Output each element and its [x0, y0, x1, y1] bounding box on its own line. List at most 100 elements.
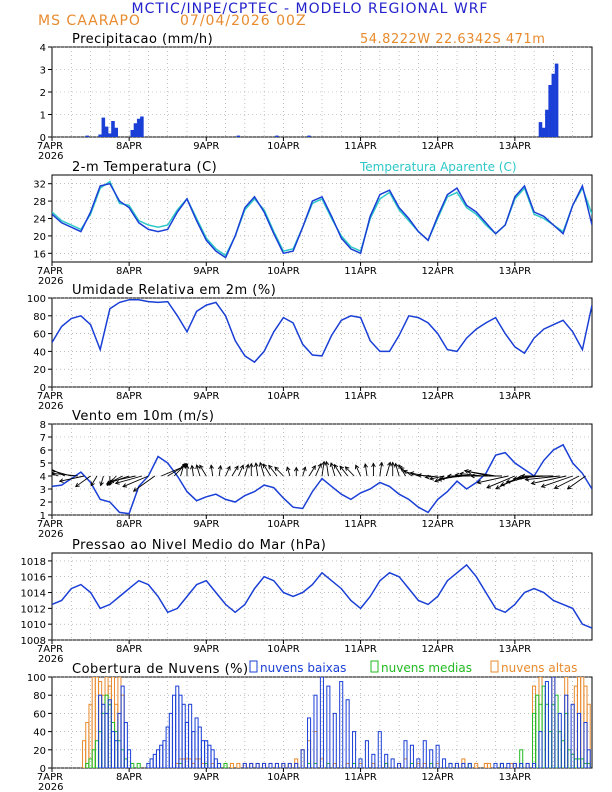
wind-vector — [345, 466, 355, 477]
clouds-bar — [91, 749, 96, 768]
precip-bar — [111, 121, 115, 137]
clouds-bar — [557, 712, 562, 768]
wind-vector — [525, 475, 560, 481]
clouds-bar — [191, 731, 196, 768]
clouds-bar — [268, 762, 273, 768]
wind-vector-head — [274, 466, 279, 472]
pressure-ytick-label: 1010 — [21, 620, 46, 631]
wind-vector — [339, 465, 349, 477]
wind-xtick-label: 11APR — [344, 519, 377, 530]
header-title: MCTIC/INPE/CPTEC - MODELO REGIONAL WRF — [132, 1, 489, 17]
header-coordinates: 54.8222W 22.6342S 471m — [360, 32, 545, 47]
wind-vector-head — [293, 466, 299, 472]
precip-xtick-label: 7APR — [37, 141, 63, 152]
wind-vector — [115, 475, 143, 484]
clouds-legend-label: nuvens medias — [381, 661, 472, 675]
wind-vector-head — [285, 466, 291, 472]
precip-bar — [136, 118, 141, 137]
wind-vector-head — [416, 473, 422, 478]
humidity-xtick-label: 9APR — [193, 391, 219, 402]
pressure-xtick-label: 12APR — [421, 644, 454, 655]
wind-vector-head — [245, 463, 250, 469]
pressure-title: Pressao ao Nivel Medio do Mar (hPa) — [72, 538, 326, 553]
wind-vector — [225, 466, 231, 477]
wind-vector-head — [434, 478, 440, 483]
clouds-bar — [149, 758, 154, 768]
clouds-bar — [175, 685, 180, 768]
wind-vector-head — [524, 477, 530, 482]
precip-ytick-label: 4 — [40, 43, 46, 54]
wind-vector-head — [195, 464, 200, 470]
wind-vector — [52, 473, 59, 477]
clouds-bar — [580, 758, 585, 768]
wind-vector-head — [90, 481, 95, 487]
wind-vector-head — [355, 464, 360, 470]
clouds-bar — [493, 762, 498, 768]
wind-vector-head — [248, 462, 254, 468]
clouds-bar — [262, 762, 267, 768]
humidity-panel: 0 20 40 60 80 100 7APR 8APR 9APR 10APR 11APR 12APR 1… — [27, 283, 593, 412]
precip-ytick-label: 2 — [40, 88, 46, 99]
clouds-bar — [136, 762, 141, 768]
precip-bar — [551, 73, 556, 137]
clouds-bar — [577, 712, 582, 768]
clouds-title: Cobertura de Nuvens (%) — [72, 662, 249, 677]
pressure-xtick-label: 8APR — [116, 644, 142, 655]
temp-title: 2-m Temperatura (C) — [72, 160, 217, 175]
precip-panel: 0 1 2 3 4 7APR 8APR 9APR 10APR 11APR 12APR 13APR 202… — [37, 32, 593, 162]
wind-vector-head — [409, 471, 415, 476]
clouds-bar — [307, 717, 312, 768]
wind-vector-head — [517, 475, 522, 480]
temp-ytick-label: 16 — [33, 249, 46, 260]
wind-vector — [52, 472, 78, 477]
wind-vector-head — [424, 474, 430, 480]
clouds-bar — [532, 762, 537, 768]
precip-xtick-label: 9APR — [193, 141, 219, 152]
clouds-xtick-label: 7APR — [37, 772, 63, 783]
temp-ytick-label: 20 — [33, 232, 46, 243]
wind-vector-head — [566, 485, 572, 490]
precip-ytick-label: 3 — [40, 66, 46, 77]
clouds-bar — [429, 749, 434, 768]
clouds-bar — [120, 685, 125, 768]
clouds-xtick-label: 11APR — [344, 772, 377, 783]
clouds-bar — [123, 722, 128, 768]
wind-vector-head — [209, 464, 214, 470]
wind-vector-head — [486, 484, 492, 489]
wind-ytick-label: 5 — [40, 459, 46, 470]
humidity-xtick-label: 7APR — [37, 391, 63, 402]
clouds-bar — [487, 762, 492, 768]
clouds-xtick-label: 13APR — [499, 772, 532, 783]
wind-vector — [75, 475, 91, 487]
clouds-ytick-label: 60 — [33, 709, 46, 720]
wind-vector-head — [520, 473, 526, 479]
wind-vector-head — [122, 483, 128, 488]
wind-vector-head — [311, 465, 316, 470]
wind-vector-head — [114, 480, 120, 485]
precip-bar — [545, 109, 549, 137]
wind-vector — [467, 471, 496, 477]
pressure-ytick-label: 1014 — [21, 589, 46, 600]
precip-bar — [538, 122, 543, 137]
wind-vector — [100, 475, 104, 486]
pressure-ytick-label: 1016 — [21, 573, 46, 584]
temp-xtick-label: 9APR — [193, 266, 219, 277]
wind-vector — [425, 475, 438, 478]
clouds-bar — [358, 758, 363, 768]
clouds-bar — [384, 753, 389, 768]
clouds-legend-swatch — [249, 660, 258, 673]
wind-xtick-label: 10APR — [267, 519, 300, 530]
wind-xtick-label: 9APR — [193, 519, 219, 530]
clouds-bar — [519, 762, 524, 768]
wind-vector-head — [226, 465, 231, 471]
clouds-bar — [85, 722, 90, 768]
wind-vector — [364, 463, 368, 477]
wind-vector — [191, 465, 194, 477]
wind-vector-head — [317, 462, 322, 468]
wind-vector-head — [344, 466, 350, 471]
precip-xtick-label: 10APR — [267, 141, 300, 152]
wind-ytick-label: 4 — [40, 472, 46, 483]
humidity-xtick-label: 10APR — [267, 391, 300, 402]
clouds-ytick-label: 20 — [33, 746, 46, 757]
pressure-xtick-label: 11APR — [344, 644, 377, 655]
